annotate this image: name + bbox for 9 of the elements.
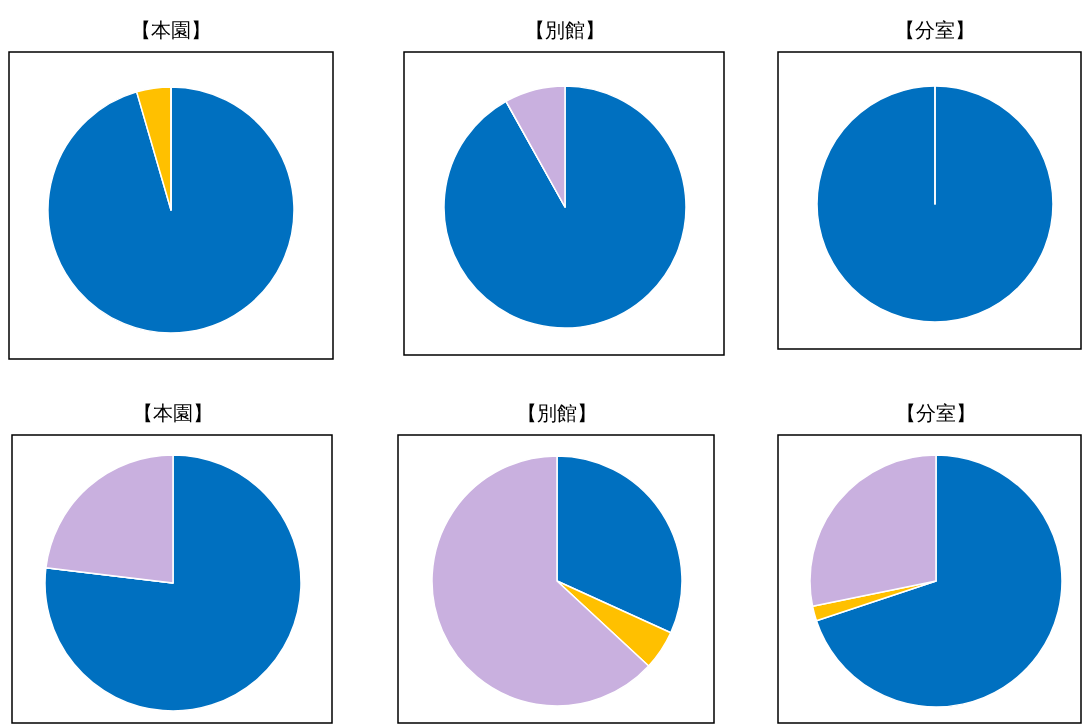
pie-slice [44,454,302,712]
chart-title: 【分室】 [896,401,976,425]
chart-title: 【別館】 [517,401,597,425]
pie-slice [443,85,687,329]
chart-title: 【本園】 [133,401,213,425]
chart-title: 【本園】 [131,18,211,42]
chart-title: 【別館】 [525,18,605,42]
chart-title: 【分室】 [895,18,975,42]
pie-slice [47,86,295,334]
